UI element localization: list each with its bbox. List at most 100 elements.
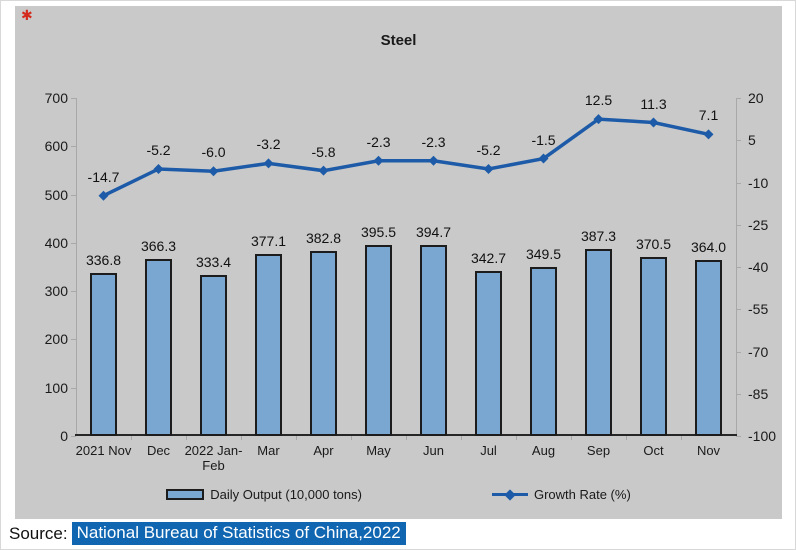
left-axis-tick — [71, 339, 76, 341]
bar — [310, 251, 337, 436]
right-axis-tick — [736, 436, 741, 437]
left-axis-tick — [71, 436, 76, 437]
left-axis-tick — [71, 242, 76, 244]
growth-rate-value-label: -1.5 — [531, 131, 556, 148]
growth-rate-value-label: -3.2 — [256, 136, 281, 153]
x-axis-tick — [351, 436, 352, 440]
growth-rate-value-label: -6.0 — [201, 144, 226, 161]
bar — [695, 260, 722, 436]
x-axis-category-label: May — [366, 443, 391, 458]
right-axis-tick-label: -10 — [748, 174, 769, 191]
diamond-marker — [538, 153, 549, 164]
x-axis-category-label: Nov — [696, 443, 721, 458]
right-axis-tick-label: -40 — [748, 259, 769, 275]
bar — [585, 248, 612, 436]
left-axis-tick-label: 100 — [44, 379, 68, 396]
x-axis-tick — [296, 436, 297, 440]
x-axis-tick — [186, 436, 187, 440]
bar-value-label: 382.8 — [305, 230, 342, 247]
growth-rate-value-label: -5.2 — [476, 141, 501, 158]
bar-series-swatch — [166, 489, 205, 500]
left-axis-tick-label: 200 — [44, 331, 68, 348]
source-highlighted-text: National Bureau of Statistics of China,2… — [71, 522, 406, 545]
left-axis-tick — [71, 98, 76, 99]
x-axis-category-label: Jun — [423, 443, 444, 458]
diamond-marker — [373, 155, 384, 166]
source-label: Source: — [9, 522, 70, 545]
x-axis-category-label: 2021 Nov — [75, 443, 132, 458]
left-axis-tick-label: 400 — [44, 234, 68, 251]
bar — [200, 275, 227, 436]
bar-value-label: 349.5 — [525, 246, 562, 263]
diamond-marker — [153, 163, 164, 174]
left-axis-tick — [71, 387, 76, 389]
x-axis-category-label: Jul — [480, 443, 497, 458]
growth-rate-value-label: -14.7 — [87, 168, 120, 185]
x-axis-tick — [131, 436, 132, 440]
red-asterisk-marker: ✱ — [21, 7, 33, 23]
growth-rate-value-label: -2.3 — [421, 133, 446, 150]
right-axis-tick-label: 5 — [748, 132, 756, 149]
right-axis-tick-label: -70 — [748, 343, 769, 360]
right-axis-tick — [736, 224, 741, 226]
left-axis-tick-label: 300 — [44, 283, 68, 300]
diamond-marker — [703, 129, 714, 140]
diamond-marker — [648, 117, 659, 128]
left-axis-tick-label: 600 — [44, 138, 68, 155]
bar — [475, 270, 502, 436]
right-axis-tick-label: -55 — [748, 301, 769, 318]
left-axis-tick-label: 500 — [44, 186, 68, 203]
left-axis-line — [76, 98, 77, 436]
growth-rate-line-layer — [98, 114, 714, 201]
x-axis-line — [75, 434, 737, 436]
x-axis-category-label: Dec — [146, 443, 171, 458]
bar — [530, 267, 557, 436]
growth-rate-value-label: 12.5 — [584, 92, 613, 109]
line-swatch-diamond-marker — [504, 488, 516, 501]
bar — [90, 273, 117, 436]
bar-value-label: 395.5 — [360, 224, 397, 241]
chart-title: Steel — [380, 32, 417, 49]
x-axis-tick — [571, 436, 572, 440]
diamond-marker — [593, 114, 604, 125]
bar — [420, 245, 447, 436]
x-axis-tick — [406, 436, 407, 440]
diamond-marker — [98, 190, 109, 201]
left-axis-tick — [71, 291, 76, 293]
left-axis-tick — [71, 194, 76, 196]
bar — [640, 257, 667, 436]
left-axis-tick-label: 0 — [60, 428, 68, 444]
bar-value-label: 342.7 — [470, 249, 507, 266]
bar-value-label: 370.5 — [635, 236, 672, 253]
chart-panel: ✱ Steel 700 600 500 400 300 200 100 0 20 5 -10 -25 -… — [15, 6, 782, 519]
x-axis-category-label: Sep — [586, 443, 611, 458]
diamond-marker — [263, 158, 274, 169]
bar — [255, 253, 282, 436]
x-axis-tick — [241, 436, 242, 440]
bar-value-label: 336.8 — [85, 252, 122, 269]
right-axis-tick — [736, 309, 741, 311]
right-axis-tick — [736, 267, 741, 268]
growth-rate-value-label: -5.2 — [146, 141, 171, 158]
bar-value-label: 387.3 — [580, 227, 617, 244]
chart-legend: Daily Output (10,000 tons) Growth Rate (… — [15, 487, 782, 502]
diamond-marker — [428, 155, 439, 166]
right-axis-tick — [736, 393, 741, 395]
bar — [365, 245, 392, 436]
diamond-marker — [208, 166, 219, 177]
left-axis-tick-label: 700 — [44, 90, 68, 106]
bar — [145, 259, 172, 436]
bar-value-label: 333.4 — [195, 254, 232, 270]
right-axis-tick-label: -85 — [748, 385, 769, 402]
right-axis-tick — [736, 98, 741, 99]
plot-area: 700 600 500 400 300 200 100 0 20 5 -10 -25 -40 -55 -70… — [45, 91, 776, 473]
bar-value-label: 394.7 — [415, 224, 452, 241]
right-axis-tick-label: -100 — [748, 428, 777, 444]
diamond-marker — [318, 165, 329, 176]
x-axis-category-label: Apr — [313, 443, 334, 458]
x-axis-tick — [681, 436, 682, 440]
legend-item-daily-output: Daily Output (10,000 tons) — [166, 487, 362, 502]
growth-rate-value-label: -5.8 — [311, 143, 336, 160]
bar-value-label: 364.0 — [690, 239, 727, 256]
